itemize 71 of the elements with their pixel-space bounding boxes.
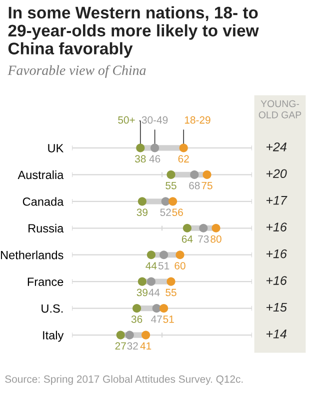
point <box>146 277 156 286</box>
point <box>146 250 156 260</box>
text: +16 <box>266 249 287 258</box>
point <box>168 197 178 206</box>
data-label: 39 <box>136 288 148 296</box>
data-label: 44 <box>148 288 160 296</box>
data-label: 36 <box>131 316 142 323</box>
point <box>132 304 142 313</box>
y-tick-label: France <box>28 278 64 286</box>
text: +16 <box>266 276 287 285</box>
data-label: 75 <box>202 182 212 190</box>
point <box>182 224 192 232</box>
point <box>138 197 146 206</box>
data-label: 55 <box>166 182 176 190</box>
source-note: Source: Spring 2017 Global Attitudes Survey. Q12c. <box>5 375 243 385</box>
data-label: 60 <box>174 262 186 270</box>
data-label: 73 <box>198 235 209 243</box>
point <box>166 277 176 286</box>
text: +14 <box>266 330 286 338</box>
data-label: 64 <box>182 235 193 243</box>
data-label: 46 <box>149 155 160 163</box>
text: +24 <box>266 142 286 152</box>
data-label: 39 <box>136 208 148 216</box>
point <box>150 144 160 152</box>
data-label: 41 <box>140 342 152 350</box>
data-label: 44 <box>146 262 157 270</box>
data-label: 32 <box>127 342 138 350</box>
data-label: 27 <box>115 342 126 350</box>
y-tick-label: Australia <box>18 170 64 180</box>
point <box>202 170 212 179</box>
data-label: 52 <box>160 208 171 216</box>
point <box>199 224 208 232</box>
y-tick-label: U.S. <box>42 304 63 313</box>
text: +16 <box>266 222 287 232</box>
y-tick-label: UK <box>48 144 64 152</box>
y-tick-label: Italy <box>43 330 64 342</box>
point <box>152 304 161 313</box>
y-tick-label: Canada <box>22 197 64 206</box>
data-label: 68 <box>189 182 200 190</box>
text: 30-49 <box>142 116 168 124</box>
point <box>176 250 184 260</box>
text: +15 <box>266 302 287 312</box>
point <box>160 250 168 260</box>
point <box>125 330 134 340</box>
point <box>161 197 170 206</box>
point <box>116 330 125 340</box>
data-label: 51 <box>163 316 174 323</box>
text: YOUNG- OLD GAP <box>258 100 302 118</box>
point <box>190 170 199 179</box>
data-label: 47 <box>151 316 162 323</box>
data-label: 38 <box>135 155 146 163</box>
point <box>212 224 220 232</box>
text: +17 <box>266 196 288 205</box>
point <box>138 277 146 286</box>
y-tick-label: Netherlands <box>0 250 64 260</box>
data-label: 55 <box>166 288 176 296</box>
chart-title: In some Western nations, 18- to 29-year-olds more likely to view China favorably <box>8 6 259 58</box>
y-tick-label: Russia <box>28 224 64 233</box>
data-label: 51 <box>158 262 170 270</box>
point <box>142 330 150 340</box>
text: +20 <box>266 169 287 178</box>
point <box>166 170 176 179</box>
point <box>160 304 168 313</box>
series-label: 18-29 <box>184 116 210 124</box>
data-label: 80 <box>210 235 222 243</box>
data-label: 56 <box>172 208 183 216</box>
point <box>179 144 188 152</box>
point <box>136 144 145 152</box>
chart-subtitle: Favorable view of China <box>8 65 146 78</box>
series-label: 50+ <box>118 116 135 124</box>
data-label: 62 <box>178 155 189 163</box>
